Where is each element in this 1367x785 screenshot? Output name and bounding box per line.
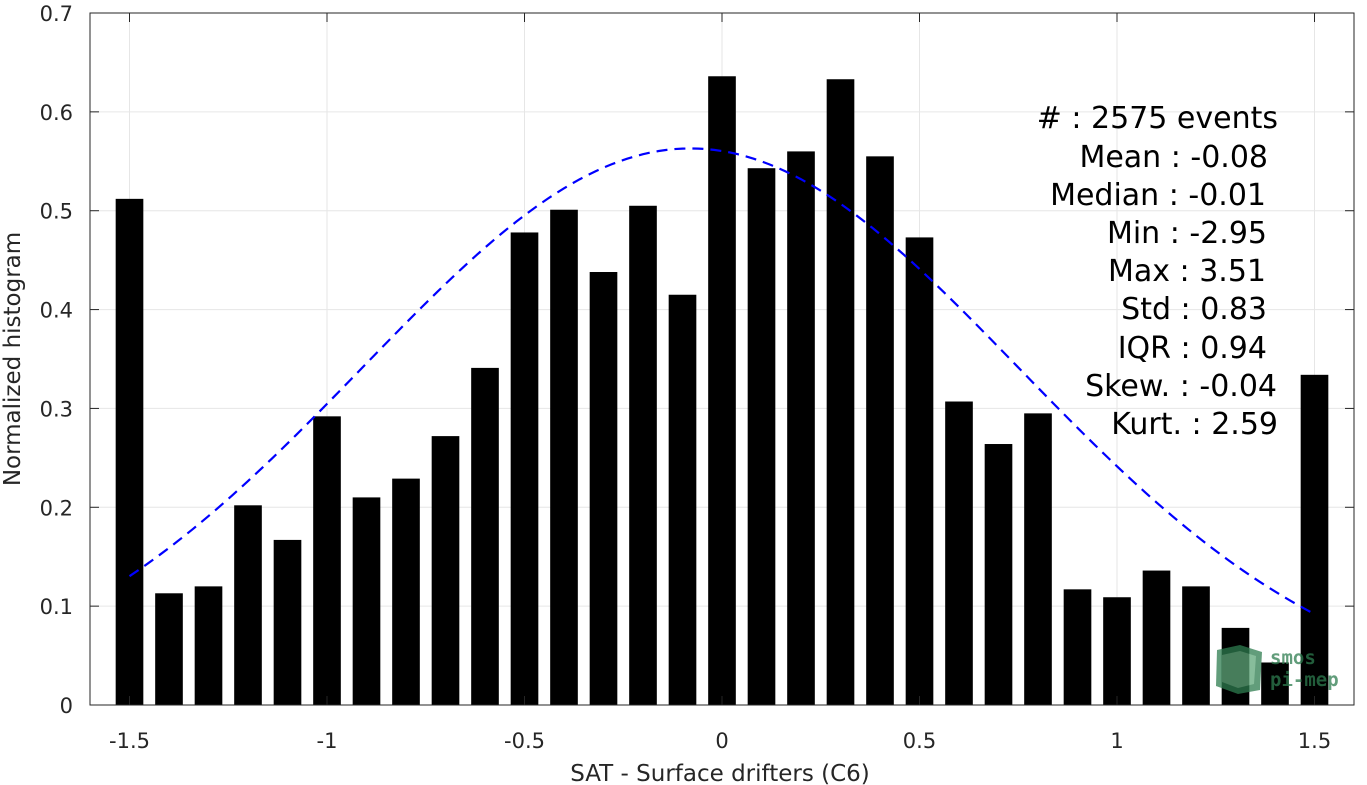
bar-14 [668,294,697,705]
y-tick-label-0: 0 [60,694,73,718]
y-tick-label-5: 0.5 [40,200,73,224]
bar-30 [1300,374,1329,705]
normal-fit-curve [128,147,1316,616]
bar-11 [550,209,578,705]
bar-7 [392,478,420,705]
bar-23 [1024,413,1052,705]
bar-26 [1142,570,1171,705]
y-tick-label-6: 0.6 [40,101,73,125]
bar-16 [747,168,776,706]
x-tick-label-4: 0.5 [903,729,936,753]
stats-line-6: IQR : 0.94 [1118,331,1267,366]
x-tick-label-1: -1 [317,729,338,753]
logo-mark-highlight-icon [1222,651,1256,688]
bar-9 [471,367,499,705]
bar-19 [866,156,894,706]
y-tick-label-3: 0.3 [40,397,73,421]
y-tick-label-1: 0.1 [40,595,73,619]
x-tick-label-6: 1.5 [1298,729,1331,753]
bar-5 [313,416,341,705]
bar-18 [826,79,855,706]
bar-17 [787,151,815,705]
bar-29 [1261,662,1289,705]
stats-line-5: Std : 0.83 [1121,292,1267,327]
x-tick-label-0: -1.5 [109,729,150,753]
smos-pimep-logo: smos pi-mep [1216,645,1339,694]
bar-2 [194,586,223,705]
bar-13 [629,205,657,705]
y-tick-label-4: 0.4 [40,299,73,323]
bar-12 [589,272,618,705]
bar-27 [1182,586,1210,705]
bar-1 [155,593,183,705]
stats-line-0: # : 2575 events [1037,101,1278,136]
x-axis-ticks: -1.5 -1 -0.5 0 0.5 1 1.5 [109,13,1331,753]
stats-line-2: Median : -0.01 [1050,178,1266,213]
x-tick-label-2: -0.5 [504,729,545,753]
bar-21 [945,401,973,705]
stats-line-1: Mean : -0.08 [1079,140,1268,175]
stats-line-7: Skew. : -0.04 [1085,369,1277,404]
stats-line-3: Min : -2.95 [1107,216,1267,251]
bar-10 [510,232,539,705]
logo-line1: smos [1270,647,1316,669]
stats-line-8: Kurt. : 2.59 [1111,407,1278,442]
stats-line-4: Max : 3.51 [1108,254,1266,289]
bar-6 [352,497,381,705]
bar-22 [984,444,1013,705]
x-tick-label-5: 1 [1110,729,1123,753]
bar-15 [708,76,736,706]
bar-24 [1063,589,1092,705]
bar-4 [273,539,302,705]
bar-8 [431,436,460,705]
y-axis-label: Normalized histogram [0,232,26,486]
x-tick-label-3: 0 [715,729,728,753]
bar-3 [234,505,262,705]
x-axis-label: SAT - Surface drifters (C6) [570,761,870,785]
bar-25 [1103,597,1131,705]
bar-0 [115,198,144,705]
bar-20 [905,237,934,706]
bar-series [115,76,1329,706]
y-tick-label-2: 0.2 [40,496,73,520]
y-tick-label-7: 0.7 [40,2,73,26]
y-axis-ticks: 0 0.1 0.2 0.3 0.4 0.5 0.6 0.7 [40,2,1354,718]
logo-line2: pi-mep [1270,669,1339,691]
